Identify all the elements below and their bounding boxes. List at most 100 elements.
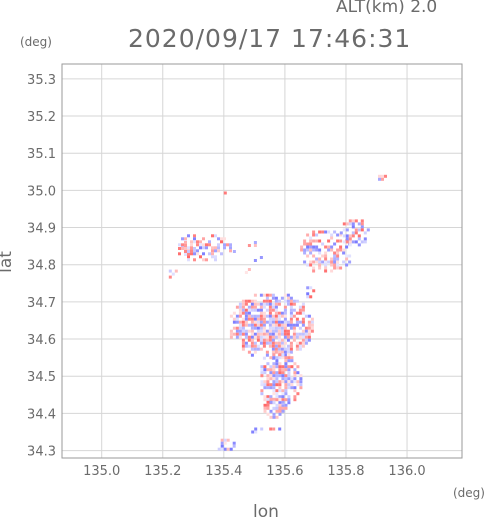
echo-cell xyxy=(324,245,328,249)
echo-cell xyxy=(262,302,266,306)
echo-cell xyxy=(333,242,337,246)
echo-cell xyxy=(301,338,305,342)
echo-cell xyxy=(293,380,297,384)
echo-cell xyxy=(274,335,278,339)
echo-cell xyxy=(309,248,313,252)
echo-cell xyxy=(269,409,273,413)
echo-cell xyxy=(250,305,254,309)
y-tick-label: 34.9 xyxy=(27,222,56,237)
echo-cell xyxy=(293,398,297,402)
echo-cell xyxy=(348,254,352,258)
echo-cell xyxy=(339,266,343,270)
echo-cell xyxy=(277,320,281,324)
echo-cell xyxy=(293,362,297,366)
echo-cell xyxy=(299,377,303,381)
echo-cell xyxy=(275,403,279,407)
echo-cell xyxy=(345,263,349,267)
echo-cell xyxy=(284,365,288,369)
echo-cell xyxy=(293,371,297,375)
echo-cell xyxy=(274,347,278,351)
echo-cell xyxy=(193,234,196,238)
echo-cell xyxy=(283,314,287,318)
echo-cell xyxy=(312,239,316,243)
echo-cell xyxy=(220,252,223,256)
echo-cell xyxy=(315,257,319,261)
echo-cell xyxy=(238,323,242,327)
echo-cell xyxy=(298,326,302,330)
echo-cell xyxy=(292,308,296,312)
y-tick-label: 34.3 xyxy=(27,445,56,460)
echo-cell xyxy=(278,371,282,375)
echo-cell xyxy=(286,323,290,327)
echo-cell xyxy=(274,314,278,318)
echo-cell xyxy=(295,347,299,351)
echo-cell xyxy=(304,332,308,336)
echo-cell xyxy=(266,403,270,407)
y-tick-label: 34.7 xyxy=(27,296,56,311)
echo-cell xyxy=(284,383,288,387)
echo-cell xyxy=(278,380,282,384)
echo-cell xyxy=(315,233,319,237)
echo-cell xyxy=(269,415,273,419)
echo-cell xyxy=(217,237,220,241)
echo-cell xyxy=(354,240,358,244)
echo-cell xyxy=(274,317,278,321)
echo-cell xyxy=(275,377,279,381)
echo-cell xyxy=(339,231,343,235)
echo-cell xyxy=(280,311,284,315)
echo-cell xyxy=(318,251,322,255)
echo-cell xyxy=(247,299,251,303)
echo-cell xyxy=(292,335,296,339)
y-tick-label: 34.5 xyxy=(27,370,56,385)
echo-cell xyxy=(265,350,269,354)
echo-cell xyxy=(336,248,340,252)
echo-cell xyxy=(351,234,355,238)
echo-cell xyxy=(289,311,293,315)
echo-cell xyxy=(287,398,291,402)
echo-cell xyxy=(281,374,285,378)
echo-cell xyxy=(363,231,367,235)
echo-cell xyxy=(286,350,290,354)
echo-cell xyxy=(269,383,273,387)
echo-cell xyxy=(315,239,319,243)
echo-cell xyxy=(333,251,337,255)
echo-cell xyxy=(262,293,266,297)
echo-cell xyxy=(315,260,319,264)
echo-cell xyxy=(275,389,279,393)
echo-cell xyxy=(190,249,193,253)
echo-cell xyxy=(250,326,254,330)
echo-cell xyxy=(263,403,267,407)
echo-cell xyxy=(309,263,313,267)
echo-cell xyxy=(244,332,248,336)
echo-cell xyxy=(318,239,322,243)
echo-cell xyxy=(290,383,294,387)
echo-cell xyxy=(292,299,296,303)
echo-cell xyxy=(259,320,263,324)
echo-cell xyxy=(298,320,302,324)
echo-cell xyxy=(296,380,300,384)
echo-cell xyxy=(298,335,302,339)
echo-cell xyxy=(309,260,313,264)
echo-cell xyxy=(284,362,288,366)
echo-cell xyxy=(351,231,355,235)
echo-cell xyxy=(283,299,287,303)
echo-cell xyxy=(241,305,245,309)
echo-cell xyxy=(278,353,282,357)
echo-cell xyxy=(256,314,260,318)
echo-cell xyxy=(244,317,248,321)
echo-cell xyxy=(238,335,242,339)
echo-cell xyxy=(241,329,245,333)
echo-cell xyxy=(277,302,281,306)
echo-cell xyxy=(287,377,291,381)
echo-cell xyxy=(241,317,245,321)
echo-cell xyxy=(247,329,251,333)
echo-cell xyxy=(271,329,275,333)
echo-cell xyxy=(280,341,284,345)
echo-cell xyxy=(181,243,184,247)
echo-cell xyxy=(244,311,248,315)
echo-cell xyxy=(171,272,175,276)
echo-cell xyxy=(310,320,314,324)
echo-cell xyxy=(184,237,187,241)
echo-cell xyxy=(306,245,310,249)
echo-cell xyxy=(268,305,272,309)
